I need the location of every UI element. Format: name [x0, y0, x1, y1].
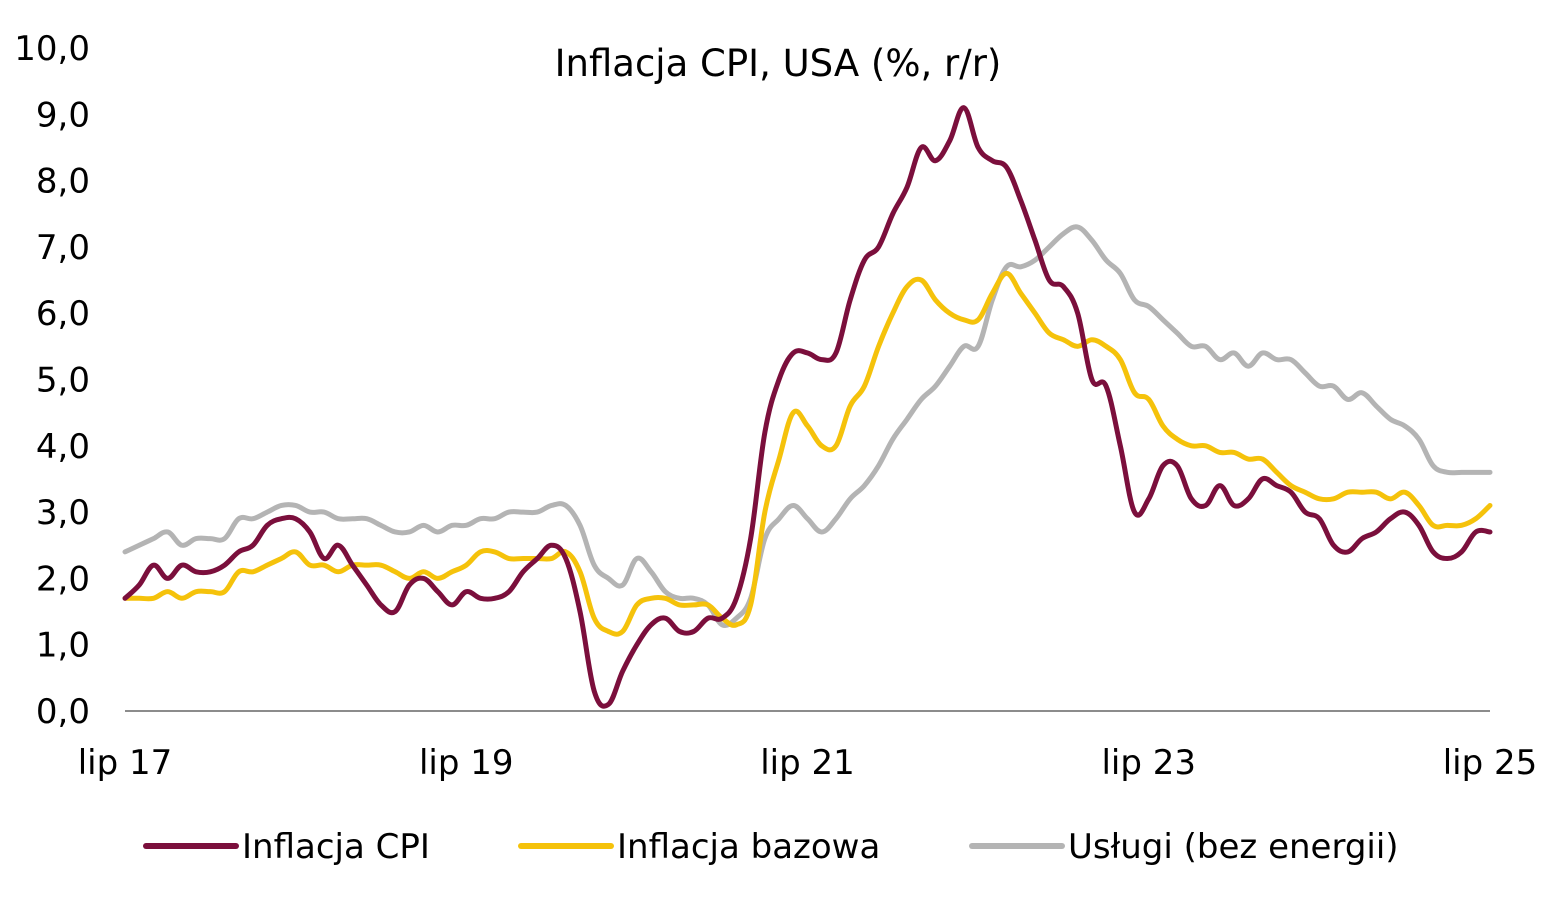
- legend-item-uslugi-bez-energii: Usługi (bez energii): [969, 827, 1399, 867]
- legend: Inflacja CPI Inflacja bazowa Usługi (bez e…: [143, 827, 1399, 867]
- legend-item-inflacja-bazowa: Inflacja bazowa: [518, 827, 880, 867]
- legend-item-inflacja-cpi: Inflacja CPI: [143, 827, 430, 867]
- x-tick-label: lip 25: [1443, 743, 1538, 783]
- series-line-inflacja-bazowa: [122, 270, 1493, 637]
- plot-area: [122, 105, 1493, 709]
- y-tick-label: 8,0: [36, 162, 90, 202]
- series-line-uslugi-bez-energii: [122, 224, 1493, 628]
- y-tick-label: 0,0: [36, 692, 90, 732]
- x-tick-label: lip 17: [78, 743, 173, 783]
- x-axis: lip 17 lip 19 lip 21 lip 23 lip 25: [78, 710, 1538, 783]
- x-tick-label: lip 23: [1101, 743, 1196, 783]
- y-tick-label: 2,0: [36, 559, 90, 599]
- y-tick-label: 9,0: [36, 95, 90, 135]
- x-tick-label: lip 19: [419, 743, 514, 783]
- y-tick-label: 4,0: [36, 427, 90, 467]
- y-tick-label: 7,0: [36, 228, 90, 268]
- legend-label: Inflacja bazowa: [617, 827, 880, 867]
- y-tick-label: 5,0: [36, 361, 90, 401]
- y-tick-label: 6,0: [36, 294, 90, 334]
- y-axis: 0,0 1,0 2,0 3,0 4,0 5,0 6,0 7,0 8,0 9,0 10,0: [14, 29, 90, 732]
- legend-label: Usługi (bez energii): [1068, 827, 1399, 867]
- series-line-inflacja-cpi: [122, 105, 1493, 709]
- x-tick-label: lip 21: [760, 743, 855, 783]
- legend-label: Inflacja CPI: [242, 827, 430, 867]
- y-tick-label: 10,0: [14, 29, 90, 69]
- y-tick-label: 1,0: [36, 626, 90, 666]
- chart-title: Inflacja CPI, USA (%, r/r): [555, 42, 1002, 85]
- y-tick-label: 3,0: [36, 493, 90, 533]
